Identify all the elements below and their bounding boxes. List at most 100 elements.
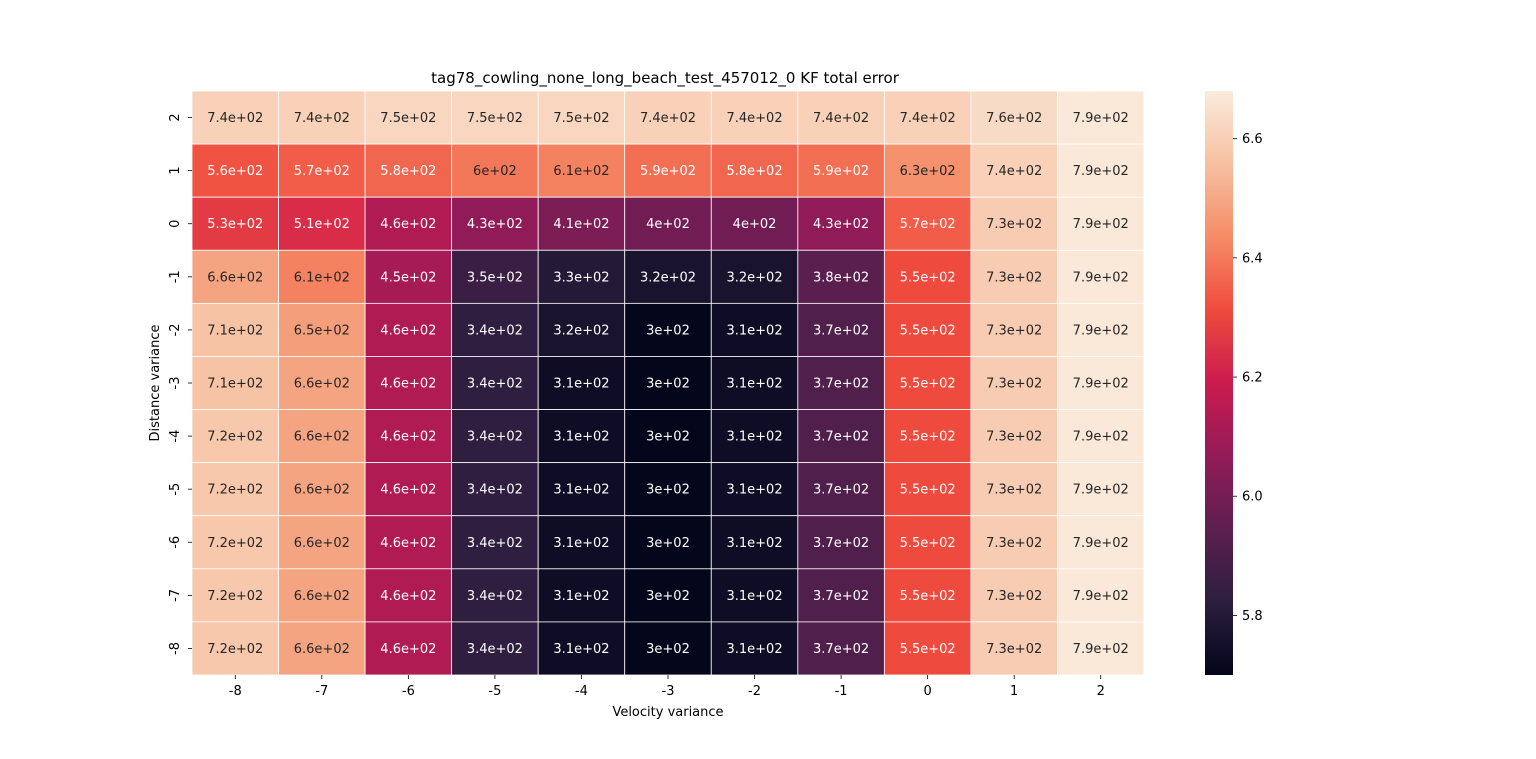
heatmap-cell bbox=[883, 515, 972, 570]
heatmap-cell bbox=[1057, 302, 1145, 357]
cell-annotation: 3.1e+02 bbox=[553, 483, 609, 498]
heatmap-cell bbox=[364, 621, 453, 676]
heatmap-cell bbox=[624, 621, 712, 676]
y-tick-label: -7 bbox=[168, 589, 183, 602]
heatmap-cell bbox=[537, 143, 626, 198]
heatmap-cell bbox=[1057, 568, 1145, 623]
heatmap-cell bbox=[537, 302, 626, 357]
cell-annotation: 4.6e+02 bbox=[380, 483, 436, 498]
cell-annotation: 7.1e+02 bbox=[207, 377, 263, 392]
cell-annotation: 4.6e+02 bbox=[380, 377, 436, 392]
cell-annotation: 3.4e+02 bbox=[467, 589, 523, 604]
cell-annotation: 3.4e+02 bbox=[467, 377, 523, 392]
cell-annotations: 7.4e+02 7.4e+02 7.5e+02 7.5e+02 7.5e+02 7.4e+… bbox=[207, 111, 1129, 657]
heatmap-cell bbox=[883, 356, 972, 410]
heatmap-cell bbox=[797, 462, 885, 517]
cell-annotation: 7.4e+02 bbox=[986, 164, 1042, 179]
x-tick-label: -6 bbox=[402, 684, 415, 699]
heatmap-cell bbox=[970, 90, 1058, 145]
heatmap-cell bbox=[624, 515, 712, 570]
heatmap-cell bbox=[191, 356, 279, 410]
cell-annotation: 3.1e+02 bbox=[726, 483, 782, 498]
heatmap-cell bbox=[970, 143, 1058, 198]
heatmap-cell bbox=[624, 462, 712, 517]
cell-annotation: 3.5e+02 bbox=[467, 270, 523, 285]
heatmap-cell bbox=[710, 462, 799, 517]
heatmap-cell bbox=[191, 515, 279, 570]
heatmap-cell bbox=[537, 462, 626, 517]
cell-annotation: 7.4e+02 bbox=[294, 111, 350, 126]
heatmap-cell bbox=[191, 568, 279, 623]
cell-annotation: 3.1e+02 bbox=[726, 323, 782, 338]
cell-annotation: 5.5e+02 bbox=[900, 430, 956, 445]
heatmap-cell bbox=[970, 249, 1058, 304]
heatmap-cell bbox=[710, 302, 799, 357]
cell-annotation: 3.7e+02 bbox=[813, 642, 869, 657]
cell-annotation: 3.1e+02 bbox=[553, 430, 609, 445]
x-axis-label: Velocity variance bbox=[612, 705, 723, 720]
heatmap-cell bbox=[191, 90, 279, 145]
heatmap-cell bbox=[1057, 462, 1145, 517]
cell-annotation: 4.3e+02 bbox=[813, 217, 869, 232]
cell-annotation: 7.2e+02 bbox=[207, 536, 263, 551]
colorbar-tick-label: 5.8 bbox=[1242, 609, 1263, 624]
heatmap-cell bbox=[624, 302, 712, 357]
heatmap-cell bbox=[710, 196, 799, 251]
cell-annotation: 3.8e+02 bbox=[813, 270, 869, 285]
cell-annotation: 4.5e+02 bbox=[380, 270, 436, 285]
y-tick-label: -6 bbox=[168, 536, 183, 549]
x-tick-label: -1 bbox=[835, 684, 848, 699]
heatmap-cell bbox=[624, 568, 712, 623]
x-tick-label: -5 bbox=[488, 684, 501, 699]
heatmap-cell bbox=[191, 196, 279, 251]
heatmap-cell bbox=[451, 249, 539, 304]
y-tick-label: -3 bbox=[168, 377, 183, 390]
heatmap-cell bbox=[1057, 90, 1145, 145]
heatmap-cell bbox=[883, 143, 972, 198]
cell-annotation: 6.1e+02 bbox=[294, 270, 350, 285]
cell-annotation: 5.5e+02 bbox=[900, 589, 956, 604]
cell-annotation: 7.3e+02 bbox=[986, 323, 1042, 338]
heatmap-cell bbox=[451, 409, 539, 464]
cell-annotation: 7.3e+02 bbox=[986, 377, 1042, 392]
cell-annotation: 7.9e+02 bbox=[1073, 536, 1129, 551]
heatmap-cell bbox=[883, 568, 972, 623]
heatmap-cell bbox=[537, 196, 626, 251]
cell-annotation: 6.6e+02 bbox=[294, 430, 350, 445]
cell-annotation: 7.9e+02 bbox=[1073, 111, 1129, 126]
heatmap-cell bbox=[797, 143, 885, 198]
cell-annotation: 5.8e+02 bbox=[726, 164, 782, 179]
x-tick-label: -7 bbox=[315, 684, 328, 699]
cell-annotation: 7.4e+02 bbox=[640, 111, 696, 126]
heatmap-cell bbox=[451, 302, 539, 357]
cell-annotation: 3.1e+02 bbox=[726, 642, 782, 657]
heatmap-cell bbox=[1057, 249, 1145, 304]
cell-annotation: 3.1e+02 bbox=[726, 589, 782, 604]
heatmap-cell bbox=[278, 621, 366, 676]
cell-annotation: 4.6e+02 bbox=[380, 323, 436, 338]
cell-annotation: 7.5e+02 bbox=[467, 111, 523, 126]
cell-annotation: 7.9e+02 bbox=[1073, 377, 1129, 392]
heatmap-cell bbox=[537, 568, 626, 623]
y-tick-label: 2 bbox=[168, 113, 183, 121]
cell-annotation: 3e+02 bbox=[646, 377, 690, 392]
cell-annotation: 7.2e+02 bbox=[207, 589, 263, 604]
heatmap-cell bbox=[1057, 143, 1145, 198]
cell-annotation: 3e+02 bbox=[646, 536, 690, 551]
cell-annotation: 6.3e+02 bbox=[900, 164, 956, 179]
heatmap-cell bbox=[537, 621, 626, 676]
heatmap-cell bbox=[364, 90, 453, 145]
heatmap-cell bbox=[278, 143, 366, 198]
cell-annotation: 6.5e+02 bbox=[294, 323, 350, 338]
cell-annotation: 3e+02 bbox=[646, 430, 690, 445]
cell-annotation: 7.9e+02 bbox=[1073, 642, 1129, 657]
heatmap-cell bbox=[883, 409, 972, 464]
cell-annotation: 3.4e+02 bbox=[467, 642, 523, 657]
heatmap-cell bbox=[451, 356, 539, 410]
cell-annotation: 7.9e+02 bbox=[1073, 217, 1129, 232]
cell-annotation: 7.5e+02 bbox=[380, 111, 436, 126]
cell-annotation: 4e+02 bbox=[733, 217, 777, 232]
heatmap-cell bbox=[1057, 621, 1145, 676]
cell-annotation: 6.6e+02 bbox=[294, 642, 350, 657]
cell-annotation: 7.9e+02 bbox=[1073, 323, 1129, 338]
